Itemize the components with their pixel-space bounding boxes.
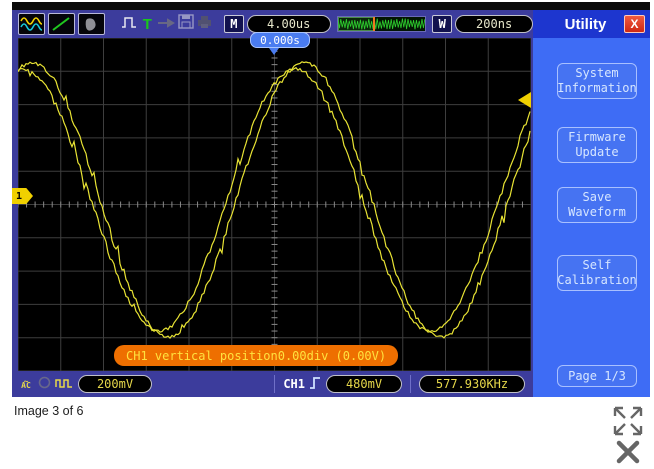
window-timebase-label: W xyxy=(432,15,453,33)
time-offset-tag: 0.000s xyxy=(250,32,310,48)
channel1-position-marker: 1 xyxy=(12,188,33,204)
scope-bezel-strip xyxy=(12,2,650,10)
page-button[interactable]: Page 1/3 xyxy=(557,365,637,387)
main-timebase-readout: 4.00us xyxy=(246,15,331,33)
viewer-caption: Image 3 of 6 xyxy=(14,404,84,418)
viewer-controls xyxy=(608,402,648,464)
ac-coupling-icon: ~ AC xyxy=(18,377,34,390)
time-offset-pointer-icon xyxy=(269,48,279,55)
probe-squarewave-icon xyxy=(55,377,74,392)
coupling-tilde: ~ xyxy=(23,377,29,386)
pulse-icon xyxy=(121,15,138,34)
expand-fullscreen-icon[interactable] xyxy=(608,402,648,440)
button-label: Information xyxy=(557,81,637,95)
menu-body: System Information Firmware Update Save … xyxy=(533,38,650,397)
cursor-arrow-icon xyxy=(157,15,175,33)
snapshot-icon xyxy=(77,13,105,35)
xy-mode-icon xyxy=(47,13,75,35)
printer-icon xyxy=(197,15,212,34)
statusbar-divider xyxy=(274,375,276,393)
menu-header: Utility X xyxy=(533,10,650,38)
button-label: Waveform xyxy=(568,205,626,219)
status-message: CH1 vertical position0.00div (0.00V) xyxy=(114,345,399,366)
main-timebase-label: M xyxy=(223,15,244,33)
utility-menu: Utility X System Information Firmware Up… xyxy=(533,10,650,397)
coupling-label: AC xyxy=(21,381,31,390)
trigger-source-label: CH1 xyxy=(283,377,305,391)
menu-title: Utility xyxy=(564,15,607,33)
save-waveform-button[interactable]: Save Waveform xyxy=(557,187,637,223)
trigger-level-readout: 480mV xyxy=(326,375,402,393)
scope-statusbar: ~ AC 200mV CH1 480mV 577.930KHz xyxy=(12,371,533,397)
button-label: Calibration xyxy=(557,273,637,287)
statusbar-divider xyxy=(410,375,411,393)
channel-display-icon xyxy=(18,13,45,35)
save-floppy-icon xyxy=(178,14,194,34)
menu-close-button[interactable]: X xyxy=(624,15,645,33)
button-label: Save xyxy=(582,190,612,204)
scope-topbar: T M 4.00us W 200ns xyxy=(12,10,533,38)
trigger-level-marker-icon xyxy=(518,92,531,108)
ch1-scale-readout: 200mV xyxy=(78,375,152,393)
self-calibration-button[interactable]: Self Calibration xyxy=(557,255,637,291)
graticule-canvas xyxy=(18,38,531,371)
bw-limit-icon xyxy=(38,376,51,392)
firmware-update-button[interactable]: Firmware Update xyxy=(557,127,637,163)
button-label: Update xyxy=(575,145,619,159)
close-viewer-icon[interactable] xyxy=(615,440,641,464)
scope-display: 0.000s 1 CH1 vertical position0.00div (0… xyxy=(12,32,533,371)
waveform-preview-strip xyxy=(336,16,427,32)
button-label: System xyxy=(575,66,619,80)
button-label: Firmware xyxy=(568,130,626,144)
frequency-readout: 577.930KHz xyxy=(419,375,525,393)
oscilloscope-screenshot: T M 4.00us W 200ns xyxy=(12,2,650,397)
system-information-button[interactable]: System Information xyxy=(557,63,637,99)
trigger-status-letter: T xyxy=(142,15,152,33)
button-label: Self xyxy=(582,258,612,272)
window-timebase-readout: 200ns xyxy=(455,15,533,33)
rising-edge-icon xyxy=(309,376,322,393)
